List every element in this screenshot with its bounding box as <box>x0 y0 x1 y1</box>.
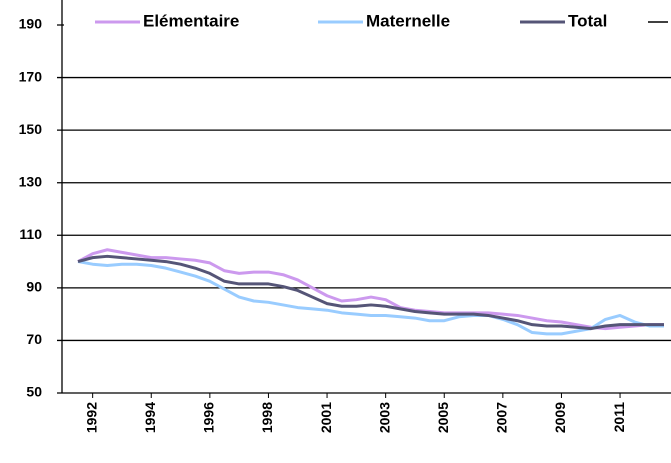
legend-label: Maternelle <box>366 11 450 30</box>
x-tick-label: 1996 <box>201 402 217 433</box>
x-tick-label: 1992 <box>83 402 99 433</box>
y-tick-label: 130 <box>19 173 43 189</box>
x-tick-label: 2001 <box>318 402 334 433</box>
x-tick-label: 1998 <box>259 402 275 433</box>
x-tick-label: 2003 <box>376 402 392 433</box>
legend-bg <box>64 6 671 40</box>
y-tick-label: 150 <box>19 121 43 137</box>
series-line <box>77 260 664 336</box>
y-tick-label: 90 <box>26 279 42 295</box>
x-tick-label: 2005 <box>435 402 451 433</box>
legend-label: Total <box>568 11 607 30</box>
series-line <box>77 254 664 331</box>
x-tick-label: 2009 <box>552 402 568 433</box>
x-tick-label: 2011 <box>611 402 627 433</box>
y-tick-label: 70 <box>26 331 42 347</box>
legend-label: Elémentaire <box>143 11 239 30</box>
x-tick-label: 2007 <box>494 402 510 433</box>
y-tick-label: 190 <box>19 16 43 32</box>
x-tick-label: 1994 <box>142 402 158 433</box>
y-tick-label: 50 <box>26 384 42 400</box>
y-tick-label: 170 <box>19 68 43 84</box>
series-line <box>77 248 664 331</box>
y-tick-label: 110 <box>19 226 42 242</box>
